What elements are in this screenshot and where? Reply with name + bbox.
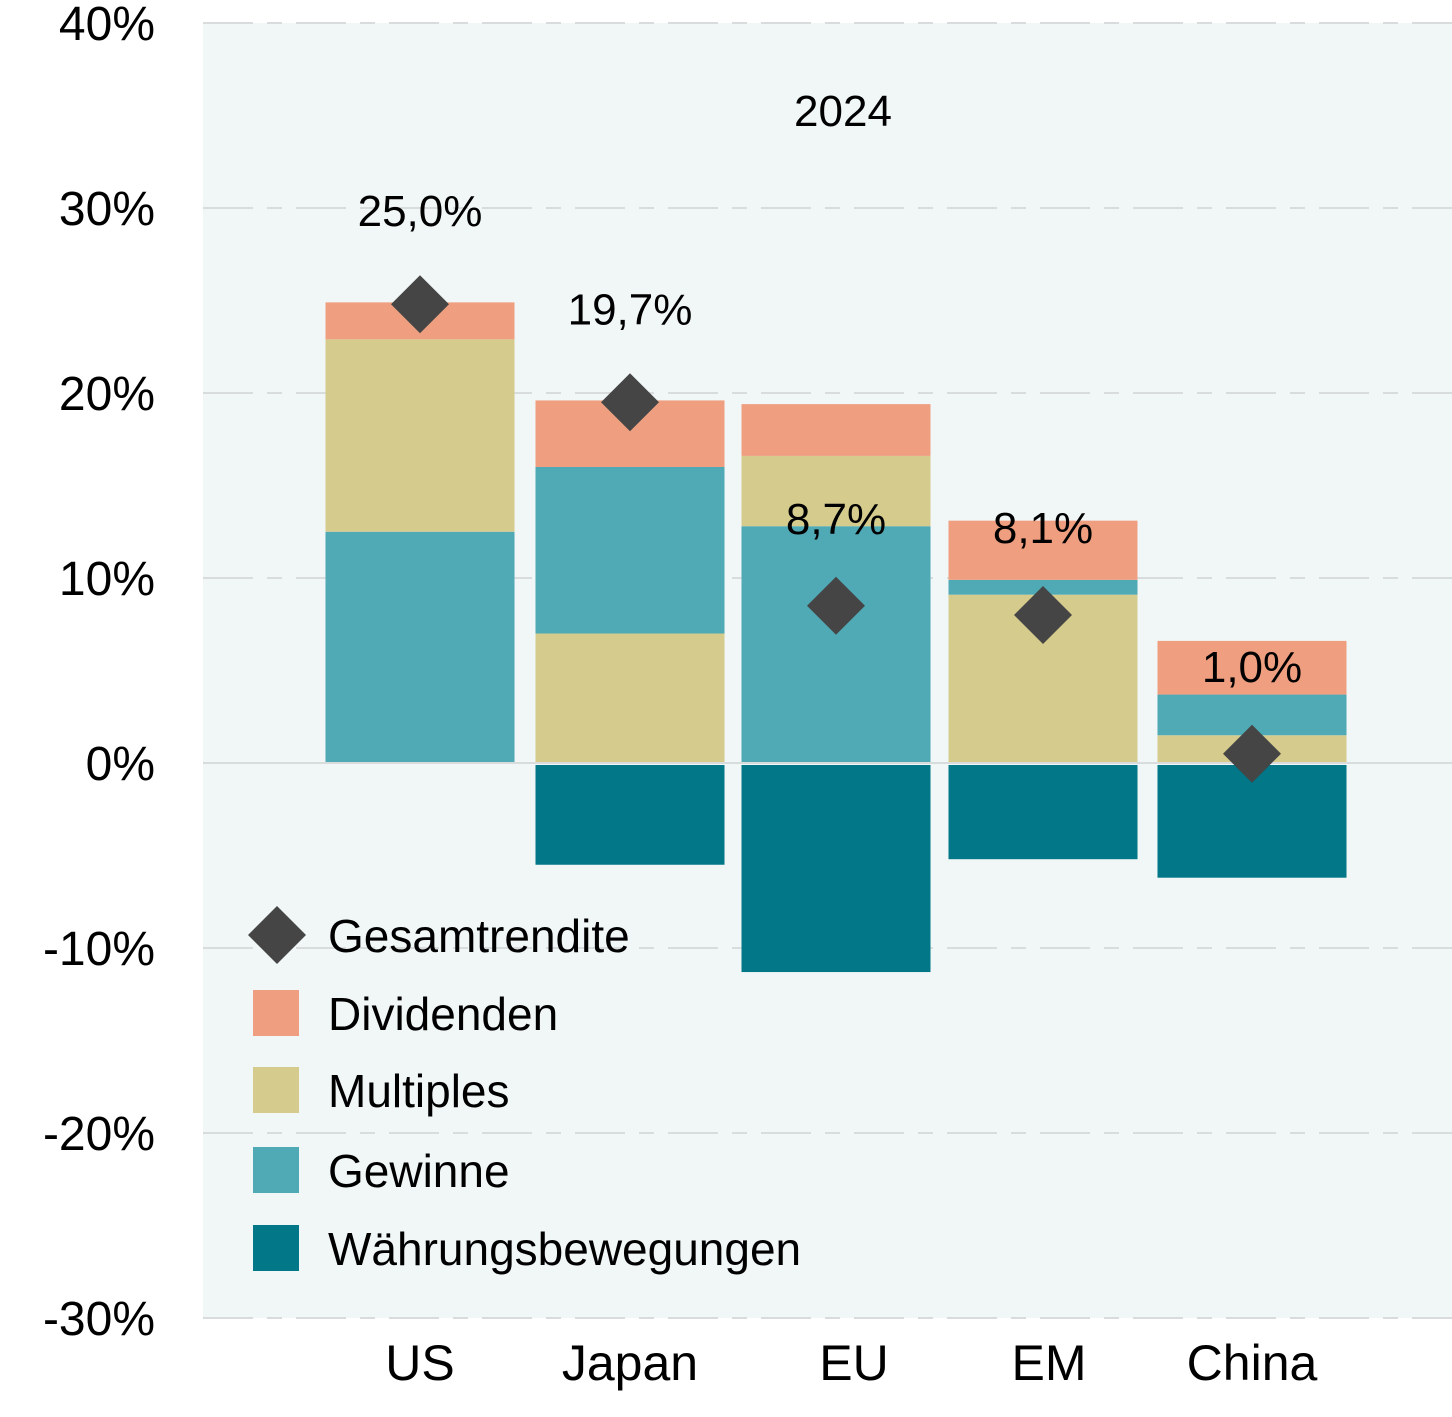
- bar-segment-waehrungsbewegungen: [1157, 765, 1347, 878]
- total-marker: [807, 576, 865, 635]
- legend-label: Multiples: [328, 1065, 510, 1117]
- total-data-label: 1,0%: [1202, 643, 1302, 692]
- total-data-label: 8,7%: [786, 495, 886, 544]
- x-category-label: Japan: [562, 1335, 698, 1391]
- total-data-label: 25,0%: [358, 187, 483, 236]
- y-tick-label: 30%: [59, 183, 155, 236]
- legend-label: Gesamtrendite: [328, 910, 630, 962]
- legend-swatch: [253, 990, 299, 1036]
- legend-swatch: [253, 1147, 299, 1193]
- legend-label: Währungsbewegungen: [328, 1223, 801, 1275]
- bar-segment-gewinne: [535, 467, 725, 634]
- y-tick-label: 20%: [59, 368, 155, 421]
- y-tick-label: -10%: [43, 923, 155, 976]
- bar-segment-waehrungsbewegungen: [948, 765, 1138, 860]
- y-axis-ticks: 40% 30% 20% 10% 0% -10% -20% -30%: [43, 0, 155, 1346]
- bar-segment-multiples: [741, 455, 931, 527]
- total-data-label: 8,1%: [993, 504, 1093, 553]
- bar-segment-gewinne: [325, 531, 515, 763]
- bar-segment-gewinne: [741, 526, 931, 763]
- bar-segment-dividenden: [948, 520, 1138, 580]
- y-tick-label: 40%: [59, 0, 155, 51]
- y-tick-label: 0%: [86, 738, 155, 791]
- bar-segment-multiples: [535, 633, 725, 763]
- total-marker: [391, 275, 449, 334]
- legend-label: Dividenden: [328, 988, 558, 1040]
- bar-segment-waehrungsbewegungen: [535, 765, 725, 865]
- bar-segment-dividenden: [741, 404, 931, 456]
- legend-swatch: [253, 1067, 299, 1113]
- x-category-label: EM: [1012, 1335, 1087, 1391]
- total-marker: [1223, 724, 1281, 783]
- bar-segment-dividenden: [1157, 640, 1347, 695]
- x-category-label: EU: [819, 1335, 888, 1391]
- y-tick-label: -20%: [43, 1108, 155, 1161]
- x-category-label: US: [385, 1335, 454, 1391]
- bars: [203, 302, 1452, 973]
- legend: Gesamtrendite Dividenden Multiples Gewinne W…: [248, 906, 801, 1275]
- legend-swatch: [253, 1225, 299, 1271]
- data-labels: 25,0% 19,7% 8,7% 8,1% 1,0%: [358, 187, 1303, 692]
- y-tick-label: -30%: [43, 1293, 155, 1346]
- bar-segment-multiples: [325, 339, 515, 532]
- total-marker: [601, 373, 659, 432]
- x-category-label: China: [1187, 1335, 1318, 1391]
- y-tick-label: 10%: [59, 553, 155, 606]
- total-markers: [391, 275, 1281, 783]
- chart-title: 2024: [794, 87, 892, 136]
- bar-segment-waehrungsbewegungen: [741, 765, 931, 973]
- total-data-label: 19,7%: [568, 285, 693, 334]
- legend-diamond-icon: [248, 906, 306, 964]
- total-marker: [1014, 586, 1072, 644]
- legend-label: Gewinne: [328, 1145, 510, 1197]
- x-axis-categories: US Japan EU EM China: [385, 1335, 1317, 1391]
